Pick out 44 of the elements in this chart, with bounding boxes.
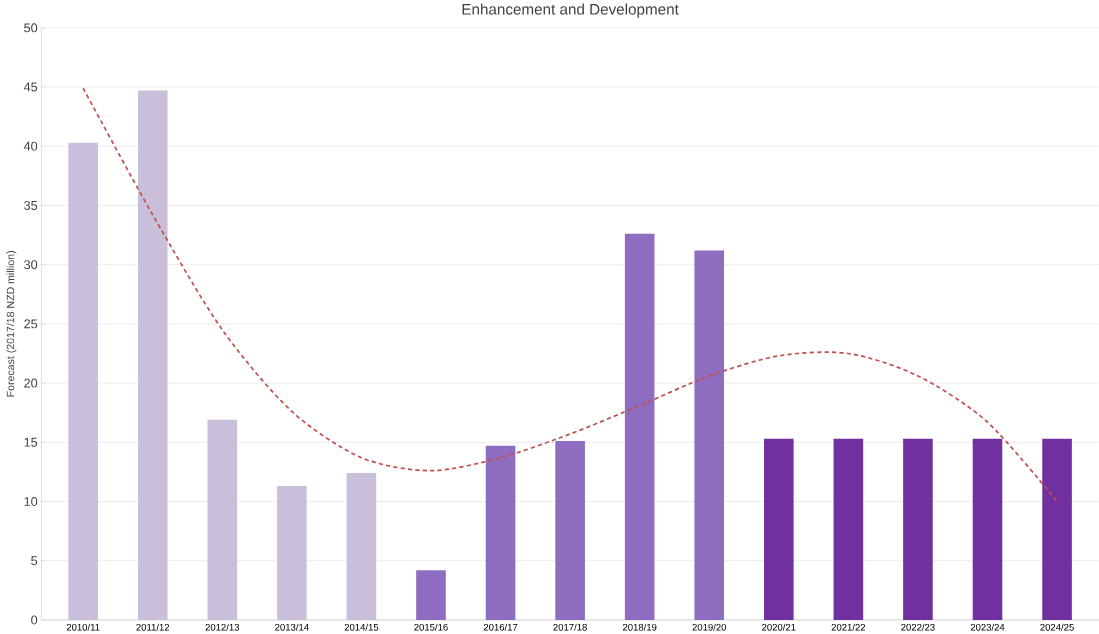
bar bbox=[555, 441, 585, 620]
y-tick-label: 5 bbox=[31, 556, 38, 566]
y-tick-label: 0 bbox=[31, 615, 38, 625]
chart-title: Enhancement and Development bbox=[462, 3, 679, 18]
y-tick-label: 25 bbox=[24, 319, 38, 329]
bar bbox=[416, 570, 446, 620]
y-tick-label: 20 bbox=[24, 378, 38, 388]
bar bbox=[694, 250, 725, 620]
y-tick-label: 50 bbox=[24, 23, 38, 33]
x-tick-label: 2023/24 bbox=[970, 623, 1005, 631]
bar bbox=[207, 419, 238, 620]
x-tick-label: 2019/20 bbox=[692, 623, 727, 631]
y-tick-label: 45 bbox=[23, 82, 38, 92]
y-axis-title: Forecast (2017/18 NZD million) bbox=[6, 251, 17, 397]
x-tick-label: 2010/11 bbox=[66, 623, 100, 631]
x-tick-label: 2022/23 bbox=[901, 623, 935, 631]
x-tick-label: 2016/17 bbox=[483, 623, 518, 631]
bar bbox=[485, 445, 516, 620]
x-tick-label: 2024/25 bbox=[1040, 623, 1074, 631]
x-tick-label: 2017/18 bbox=[553, 623, 587, 631]
bar bbox=[764, 438, 794, 620]
x-tick-label: 2011/12 bbox=[136, 623, 170, 631]
bar bbox=[346, 473, 377, 620]
x-tick-label: 2013/14 bbox=[275, 623, 309, 631]
y-tick-label: 15 bbox=[24, 437, 38, 447]
x-tick-label: 2020/21 bbox=[762, 623, 796, 631]
y-tick-label: 10 bbox=[24, 496, 38, 506]
bar bbox=[833, 438, 864, 620]
y-tick-label: 30 bbox=[24, 260, 38, 270]
x-tick-label: 2018/19 bbox=[622, 623, 657, 631]
bar bbox=[68, 142, 98, 620]
bar bbox=[624, 233, 655, 620]
x-tick-label: 2012/13 bbox=[205, 623, 240, 631]
line-series bbox=[82, 87, 1058, 503]
y-tick-label: 40 bbox=[23, 141, 38, 151]
bar bbox=[277, 486, 307, 620]
y-tick-label: 35 bbox=[24, 200, 38, 210]
bar bbox=[1042, 438, 1072, 620]
bar bbox=[972, 438, 1003, 620]
x-tick-label: 2014/15 bbox=[344, 623, 379, 631]
bar bbox=[137, 90, 168, 620]
x-tick-label: 2021/22 bbox=[831, 623, 866, 631]
bar bbox=[903, 438, 933, 620]
x-tick-label: 2015/16 bbox=[414, 623, 448, 631]
